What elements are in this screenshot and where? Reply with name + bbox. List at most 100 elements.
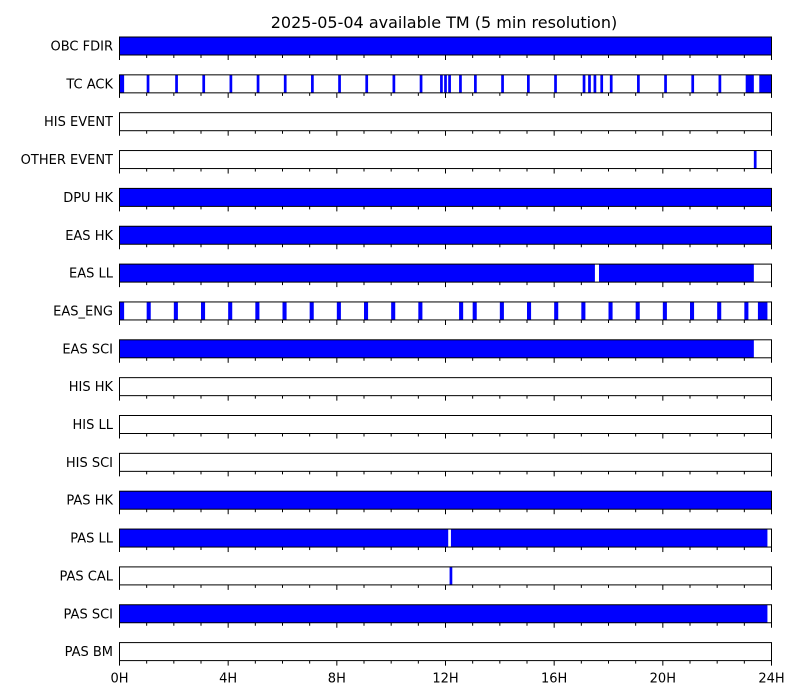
availability-segment <box>717 301 722 320</box>
availability-segment <box>146 74 150 93</box>
row-eas-eng: EAS_ENG <box>53 301 772 325</box>
availability-segment <box>501 74 504 93</box>
availability-segment <box>228 301 233 320</box>
availability-segment <box>119 264 595 283</box>
availability-segment <box>311 74 314 93</box>
row-eas-hk: EAS HK <box>65 225 772 250</box>
x-tick-label: 4H <box>219 672 237 687</box>
row-label: HIS LL <box>73 418 114 433</box>
availability-segment <box>718 74 722 93</box>
x-tick-label: 12H <box>432 672 458 687</box>
row-frame <box>119 150 772 170</box>
availability-segment <box>581 301 586 320</box>
row-tc-ack: TC ACK <box>65 74 772 98</box>
availability-segment <box>448 74 451 93</box>
availability-segment <box>365 74 369 93</box>
rows-layer: OBC FDIR TC ACK HIS EVENT OTHER EVENT DPU HK… <box>21 36 772 666</box>
availability-segment <box>691 74 695 93</box>
row-other-event: OTHER EVENT <box>21 150 772 174</box>
row-label: OTHER EVENT <box>21 153 113 168</box>
availability-segment <box>282 301 287 320</box>
availability-segment <box>554 301 559 320</box>
availability-segment <box>256 74 260 93</box>
availability-segment <box>364 301 369 320</box>
row-label: EAS_ENG <box>53 304 113 319</box>
row-frame <box>119 112 772 132</box>
availability-segment <box>527 301 532 320</box>
availability-segment <box>759 74 772 93</box>
row-pas-cal: PAS CAL <box>60 566 772 590</box>
availability-segment <box>474 74 477 93</box>
availability-segment <box>119 529 449 548</box>
row-label: PAS HK <box>66 494 113 509</box>
availability-segment <box>499 301 504 320</box>
availability-segment <box>440 74 443 93</box>
availability-segment <box>119 226 772 245</box>
row-pas-ll: PAS LL <box>70 528 772 553</box>
availability-segment <box>119 188 772 207</box>
row-frame <box>119 301 772 321</box>
availability-segment <box>753 150 757 169</box>
availability-segment <box>119 74 125 93</box>
row-label: DPU HK <box>63 191 113 206</box>
availability-segment <box>119 301 125 320</box>
availability-segment <box>690 301 695 320</box>
availability-segment <box>600 74 604 93</box>
availability-segment <box>119 339 754 358</box>
availability-segment <box>201 301 206 320</box>
availability-segment <box>459 301 464 320</box>
availability-segment <box>119 604 768 623</box>
availability-segment <box>527 74 530 93</box>
availability-segment <box>609 74 613 93</box>
row-label: EAS HK <box>65 229 113 244</box>
availability-segment <box>338 74 341 93</box>
availability-segment <box>175 74 178 93</box>
row-label: PAS BM <box>65 645 113 660</box>
row-obc-fdir: OBC FDIR <box>51 36 772 60</box>
availability-segment <box>418 301 423 320</box>
availability-segment <box>146 301 151 320</box>
row-label: EAS SCI <box>62 342 113 357</box>
x-axis: 0H 4H 8H 12H 16H 20H 24H <box>110 672 784 687</box>
availability-segment <box>283 74 287 93</box>
row-label: HIS SCI <box>66 456 113 471</box>
availability-segment <box>757 301 768 320</box>
availability-segment <box>229 74 233 93</box>
availability-segment <box>450 529 768 548</box>
availability-segment <box>459 74 462 93</box>
availability-segment <box>119 37 772 55</box>
row-pas-bm: PAS BM <box>65 642 772 666</box>
availability-segment <box>472 301 477 320</box>
availability-segment <box>202 74 206 93</box>
availability-segment <box>391 301 396 320</box>
availability-segment <box>119 491 772 510</box>
chart-title: 2025-05-04 available TM (5 min resolutio… <box>271 13 617 32</box>
availability-segment <box>745 74 754 93</box>
availability-segment <box>582 74 586 93</box>
row-his-ll: HIS LL <box>73 415 772 439</box>
row-eas-sci: EAS SCI <box>62 339 772 363</box>
availability-segment <box>173 301 178 320</box>
availability-segment <box>662 301 667 320</box>
row-pas-sci: PAS SCI <box>64 604 772 628</box>
availability-segment <box>744 301 749 320</box>
row-his-hk: HIS HK <box>69 377 772 401</box>
availability-segment <box>392 74 396 93</box>
availability-segment <box>588 74 591 93</box>
availability-segment <box>608 301 613 320</box>
row-frame <box>119 566 772 586</box>
availability-segment <box>336 301 341 320</box>
x-tick-label: 0H <box>110 672 128 687</box>
row-label: PAS LL <box>70 532 114 547</box>
x-tick-label: 24H <box>758 672 784 687</box>
row-label: PAS SCI <box>64 607 113 622</box>
row-label: EAS LL <box>69 267 114 282</box>
availability-segment <box>664 74 667 93</box>
row-label: OBC FDIR <box>51 40 114 55</box>
availability-segment <box>635 301 640 320</box>
x-tick-label: 20H <box>650 672 676 687</box>
availability-segment <box>593 74 597 93</box>
row-his-sci: HIS SCI <box>66 452 772 477</box>
availability-segment <box>255 301 260 320</box>
